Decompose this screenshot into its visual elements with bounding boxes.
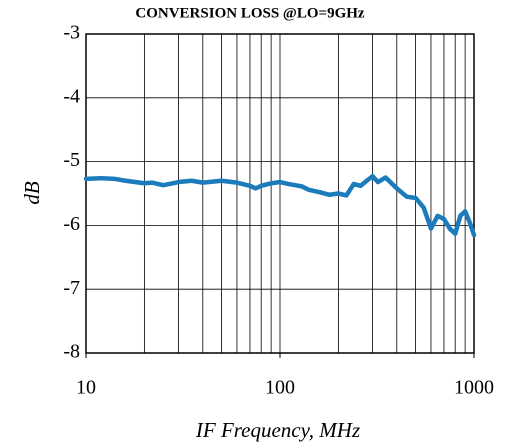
chart-title: CONVERSION LOSS @LO=9GHz [135, 5, 365, 21]
x-tick-label: 100 [265, 377, 295, 399]
y-tick-label: -3 [63, 22, 80, 44]
y-tick-label: -6 [63, 213, 80, 235]
x-tick-label: 1000 [454, 377, 494, 399]
data-line [83, 174, 477, 238]
y-tick-label: -8 [63, 341, 80, 363]
x-axis-label: IF Frequency, MHz [195, 418, 360, 442]
plot-frame [85, 33, 475, 354]
y-tick-label: -7 [63, 277, 80, 299]
x-tick-label: 10 [76, 377, 96, 399]
y-axis-label: dB [20, 181, 44, 205]
y-tick-label: -4 [63, 85, 80, 107]
y-tick-label: -5 [63, 149, 80, 171]
